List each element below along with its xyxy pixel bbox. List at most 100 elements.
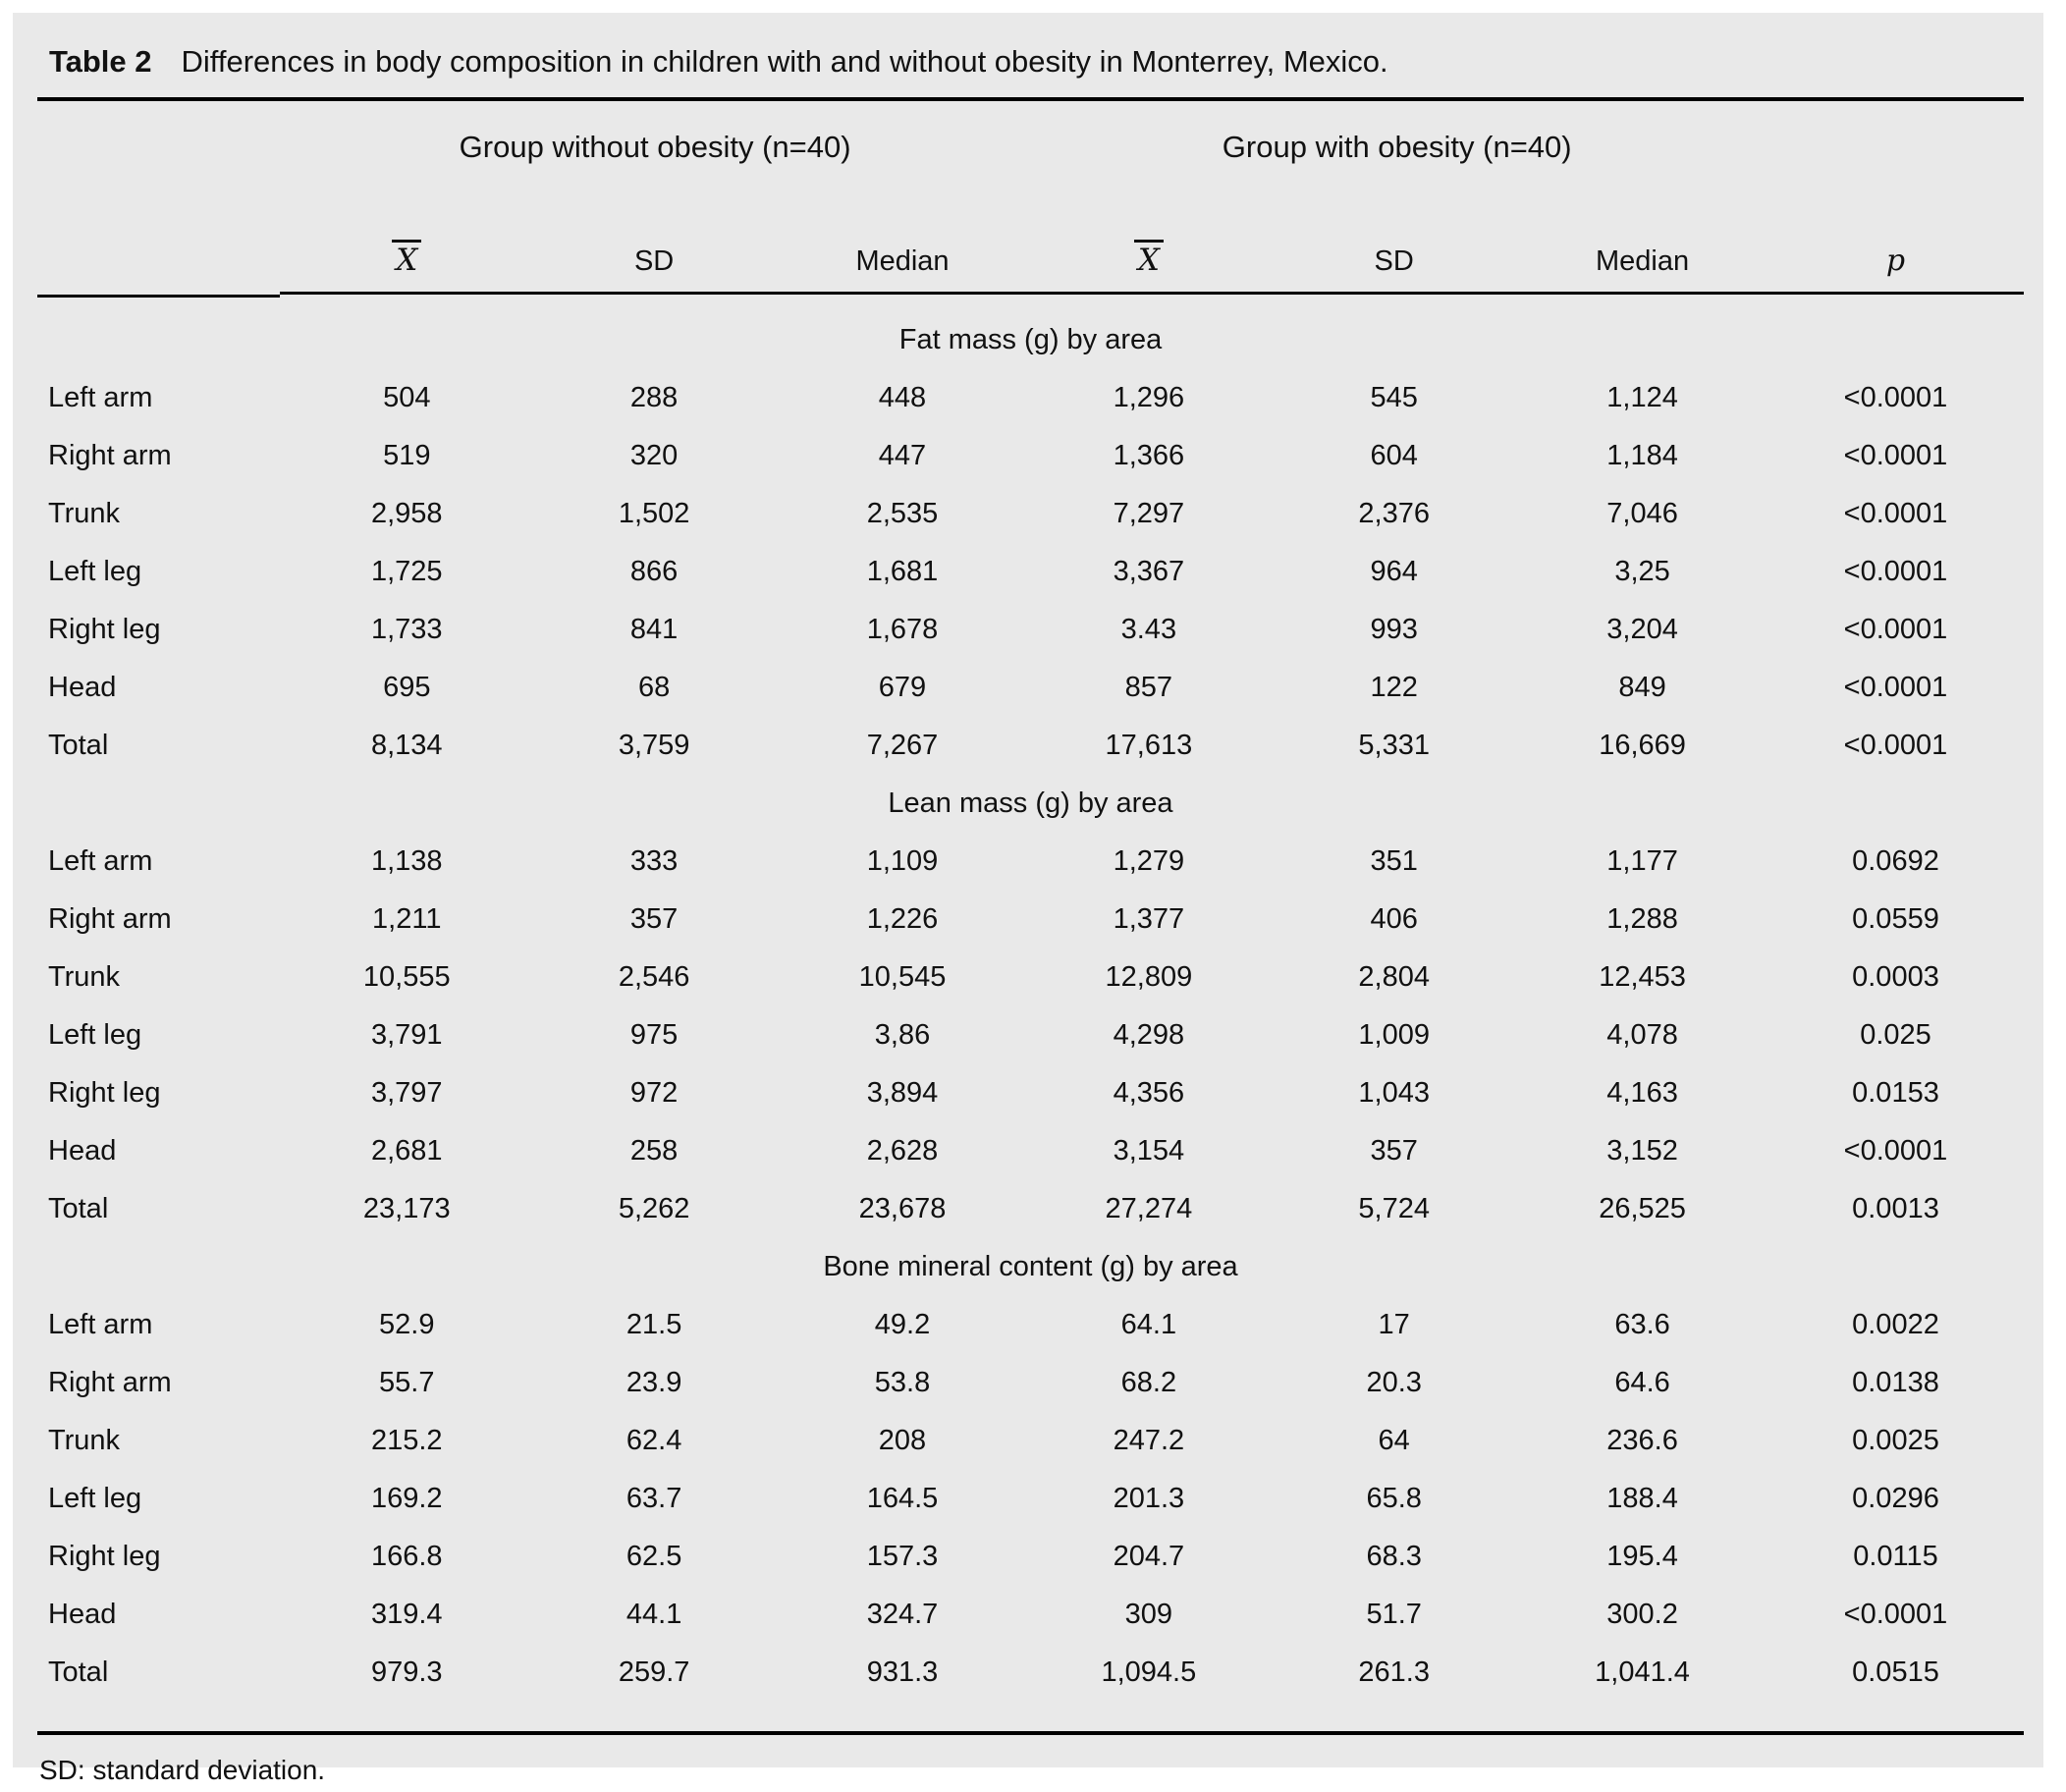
cell-value: <0.0001 xyxy=(1843,556,1948,587)
cell-value: 63.7 xyxy=(625,1483,682,1514)
cell-value: 8,134 xyxy=(370,730,443,761)
cell-value: 5,331 xyxy=(1358,730,1430,761)
row-label: Right arm xyxy=(48,903,172,935)
cell-value: 2,958 xyxy=(370,498,443,529)
table-row: Trunk 2,958 1,502 2,535 7,297 2,376 7,046 <0.00… xyxy=(37,485,2024,543)
cell-value: 65.8 xyxy=(1366,1483,1422,1514)
cell-value: 3,797 xyxy=(370,1077,443,1109)
p-value-header: p xyxy=(1885,244,1906,278)
cell-value: 62.5 xyxy=(625,1541,682,1572)
cell-value: 1,296 xyxy=(1113,382,1185,413)
cell-value: 0.0296 xyxy=(1852,1483,1939,1514)
column-header-row: X SD Median X SD Median p xyxy=(37,193,2024,292)
cell-value: 1,226 xyxy=(866,903,939,935)
mean-header-2: X xyxy=(1026,240,1271,278)
section-title: Lean mass (g) by area xyxy=(888,787,1173,819)
cell-value: 3,894 xyxy=(866,1077,939,1109)
cell-value: 320 xyxy=(629,440,679,471)
cell-value: 857 xyxy=(1124,672,1173,703)
cell-value: 1,177 xyxy=(1606,845,1678,877)
title-rule xyxy=(37,97,2024,101)
cell-value: 21.5 xyxy=(625,1309,682,1340)
cell-value: 261.3 xyxy=(1358,1656,1430,1688)
cell-value: 975 xyxy=(629,1019,679,1051)
cell-value: 3,86 xyxy=(874,1019,931,1051)
cell-value: 1,043 xyxy=(1358,1077,1430,1109)
row-label: Left leg xyxy=(48,556,142,587)
cell-value: 63.6 xyxy=(1614,1309,1670,1340)
cell-value: 215.2 xyxy=(370,1425,443,1456)
table-title-text: Differences in body composition in child… xyxy=(181,44,1388,79)
table-row: Left leg 1,725 866 1,681 3,367 964 3,25 <0.0001 xyxy=(37,543,2024,601)
cell-value: 357 xyxy=(629,903,679,935)
row-label: Right leg xyxy=(48,1541,161,1572)
cell-value: 1,184 xyxy=(1606,440,1678,471)
row-label: Right arm xyxy=(48,1367,172,1398)
header-rule-stub-segment xyxy=(37,295,280,298)
cell-value: 17,613 xyxy=(1105,730,1193,761)
cell-value: 447 xyxy=(878,440,927,471)
cell-value: <0.0001 xyxy=(1843,382,1948,413)
row-label: Left leg xyxy=(48,1483,142,1514)
cell-value: 4,298 xyxy=(1113,1019,1185,1051)
cell-value: 288 xyxy=(629,382,679,413)
cell-value: 0.0692 xyxy=(1852,845,1939,877)
cell-value: 4,078 xyxy=(1606,1019,1678,1051)
cell-value: 27,274 xyxy=(1105,1193,1193,1224)
sd-header-1: SD xyxy=(633,245,675,277)
table-row: Total 23,173 5,262 23,678 27,274 5,724 26,525 0… xyxy=(37,1180,2024,1238)
cell-value: 258 xyxy=(629,1135,679,1167)
cell-value: 4,356 xyxy=(1113,1077,1185,1109)
cell-value: <0.0001 xyxy=(1843,672,1948,703)
cell-value: 324.7 xyxy=(866,1599,939,1630)
cell-value: 0.0153 xyxy=(1852,1077,1939,1109)
cell-value: 2,628 xyxy=(866,1135,939,1167)
cell-value: 300.2 xyxy=(1606,1599,1678,1630)
cell-value: 604 xyxy=(1370,440,1418,471)
cell-value: 993 xyxy=(1370,614,1418,645)
cell-value: <0.0001 xyxy=(1843,498,1948,529)
cell-value: 972 xyxy=(629,1077,679,1109)
table-row: Trunk 10,555 2,546 10,545 12,809 2,804 12,453 0… xyxy=(37,949,2024,1006)
cell-value: 247.2 xyxy=(1113,1425,1185,1456)
cell-value: 679 xyxy=(878,672,927,703)
cell-value: 53.8 xyxy=(874,1367,931,1398)
row-label: Total xyxy=(48,1656,109,1688)
table-row: Trunk 215.2 62.4 208 247.2 64 236.6 0.0025 xyxy=(37,1412,2024,1470)
cell-value: 68.2 xyxy=(1120,1367,1177,1398)
group-with-obesity-header: Group with obesity (n=40) xyxy=(1222,130,1572,164)
cell-value: 519 xyxy=(383,440,431,471)
row-label: Head xyxy=(48,1135,117,1167)
cell-value: <0.0001 xyxy=(1843,440,1948,471)
cell-value: 62.4 xyxy=(625,1425,682,1456)
cell-value: 7,046 xyxy=(1606,498,1678,529)
cell-value: 1,288 xyxy=(1606,903,1678,935)
table-row: Left arm 1,138 333 1,109 1,279 351 1,177 0.0692 xyxy=(37,833,2024,891)
cell-value: 3,204 xyxy=(1606,614,1678,645)
cell-value: 7,267 xyxy=(866,730,939,761)
sd-header-2: SD xyxy=(1374,245,1414,277)
table-row: Right arm 519 320 447 1,366 604 1,184 <0.0001 xyxy=(37,427,2024,485)
footnote: SD: standard deviation. xyxy=(39,1755,326,1785)
group-without-obesity-header: Group without obesity (n=40) xyxy=(459,130,851,164)
cell-value: 0.0559 xyxy=(1852,903,1939,935)
median-header-1: Median xyxy=(855,245,950,277)
cell-value: 51.7 xyxy=(1366,1599,1422,1630)
cell-value: 20.3 xyxy=(1366,1367,1422,1398)
row-label: Right leg xyxy=(48,1077,161,1109)
table-panel: Table 2 Differences in body composition i… xyxy=(13,13,2043,1785)
cell-value: 0.0003 xyxy=(1852,961,1939,993)
cell-value: 2,535 xyxy=(866,498,939,529)
mean-header-1: X xyxy=(284,240,530,278)
cell-value: 0.025 xyxy=(1860,1019,1931,1051)
cell-value: 1,366 xyxy=(1113,440,1185,471)
cell-value: <0.0001 xyxy=(1843,614,1948,645)
table-row: Right arm 1,211 357 1,226 1,377 406 1,288 0.055… xyxy=(37,891,2024,949)
row-label: Right arm xyxy=(48,440,172,471)
cell-value: 12,809 xyxy=(1105,961,1193,993)
table-row: Total 8,134 3,759 7,267 17,613 5,331 16,669 <0.… xyxy=(37,717,2024,775)
cell-value: 12,453 xyxy=(1599,961,1686,993)
cell-value: 1,109 xyxy=(866,845,939,877)
cell-value: 1,094.5 xyxy=(1101,1656,1197,1688)
table-row: Right leg 3,797 972 3,894 4,356 1,043 4,163 0.0… xyxy=(37,1064,2024,1122)
